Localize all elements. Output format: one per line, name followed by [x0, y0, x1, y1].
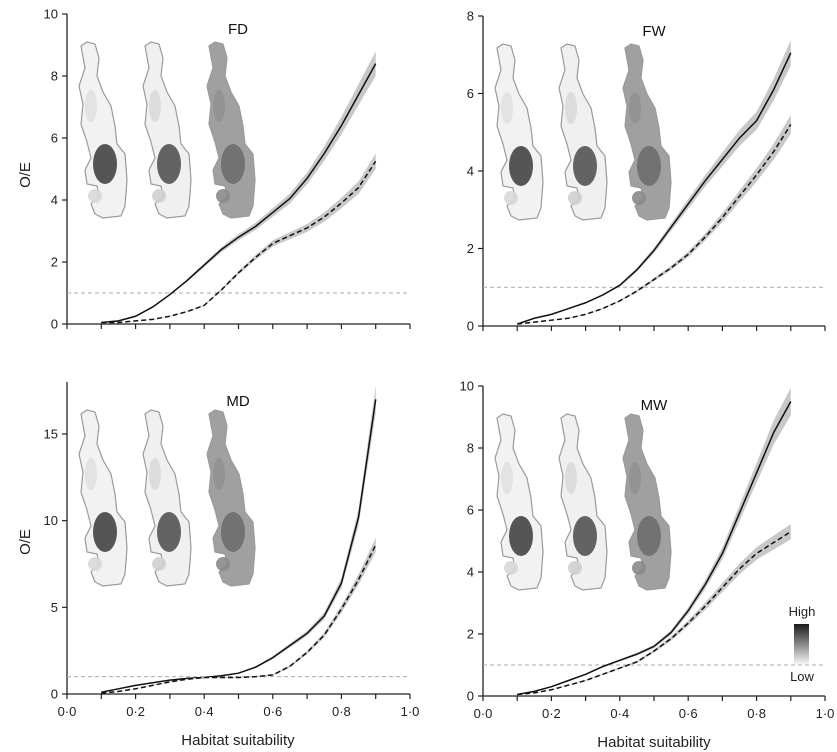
habitat-map-3 [622, 413, 672, 591]
x-tick-label: 0·4 [610, 706, 629, 721]
y-axis-label-bottom: O/E [17, 529, 34, 555]
y-tick-label: 5 [51, 600, 58, 615]
series-line-solid [101, 63, 377, 324]
y-tick-label: 4 [51, 193, 58, 208]
y-tick-label: 10 [44, 7, 58, 22]
y-tick-label: 0 [51, 317, 58, 332]
panel-mw: 0 2 4 6 8 10 0·0 0·2 0·4 0·6 0·8 1·0 MW [460, 379, 835, 722]
habitat-map-3 [206, 41, 256, 219]
x-tick-label: 1·0 [401, 704, 420, 719]
habitat-map-1 [494, 413, 544, 591]
y-axis-label-top: O/E [17, 162, 34, 188]
legend-low-label: Low [790, 669, 814, 684]
x-axis-label-right: Habitat suitability [597, 734, 711, 751]
habitat-map-1 [78, 41, 128, 219]
y-tick-label: 0 [467, 319, 474, 334]
y-tick-label: 15 [44, 427, 58, 442]
y-tick-label: 8 [467, 9, 474, 24]
x-tick-label: 0·0 [474, 706, 493, 721]
y-tick-label: 0 [467, 689, 474, 704]
habitat-map-2 [142, 41, 192, 219]
y-tick-label: 2 [51, 255, 58, 270]
series-line-dashed [517, 531, 792, 696]
x-tick-label: 0·6 [679, 706, 698, 721]
series-line-solid [517, 401, 792, 696]
y-tick-label: 6 [467, 503, 474, 518]
x-tick-label: 1·0 [816, 706, 835, 721]
series-line-dashed [101, 544, 377, 694]
x-axis-label-left: Habitat suitability [181, 732, 295, 749]
x-tick-label: 0·2 [542, 706, 561, 721]
x-tick-label: 0·6 [263, 704, 282, 719]
y-tick-label: 8 [51, 69, 58, 84]
y-tick-label: 4 [467, 565, 474, 580]
panel-title: MD [226, 393, 249, 410]
habitat-map-1 [78, 409, 128, 587]
x-tick-label: 0·2 [126, 704, 145, 719]
y-tick-label: 8 [467, 441, 474, 456]
y-tick-label: 2 [467, 627, 474, 642]
x-tick-label: 0·8 [747, 706, 766, 721]
panel-title: MW [641, 397, 668, 414]
habitat-map-2 [142, 409, 192, 587]
panel-fd: 0 2 4 6 8 10 FD [44, 7, 411, 332]
y-tick-label: 6 [467, 86, 474, 101]
y-tick-label: 4 [467, 164, 474, 179]
x-tick-label: 0·4 [195, 704, 214, 719]
x-tick-label: 0·8 [332, 704, 351, 719]
series-line-dashed [101, 160, 377, 324]
series-line-dashed [517, 124, 792, 325]
habitat-map-3 [622, 43, 672, 221]
color-legend: High Low [789, 604, 816, 684]
y-tick-label: 0 [51, 687, 58, 702]
y-tick-label: 6 [51, 131, 58, 146]
panel-title: FD [228, 21, 248, 38]
y-tick-label: 10 [460, 379, 474, 394]
x-tick-label: 0·0 [58, 704, 77, 719]
panel-md: 0 5 10 15 0·0 0·2 0·4 0·6 0·8 1·0 MD [44, 382, 420, 719]
panel-title: FW [642, 23, 666, 40]
legend-gradient-bar [794, 624, 809, 664]
series-line-solid [101, 399, 377, 694]
habitat-map-2 [558, 43, 608, 221]
y-tick-label: 10 [44, 513, 58, 528]
legend-high-label: High [789, 604, 816, 619]
series-line-solid [516, 52, 792, 325]
panel-fw: 0 2 4 6 8 FW [467, 9, 826, 334]
habitat-map-1 [494, 43, 544, 221]
habitat-map-2 [558, 413, 608, 591]
y-tick-label: 2 [467, 241, 474, 256]
habitat-map-3 [206, 409, 256, 587]
